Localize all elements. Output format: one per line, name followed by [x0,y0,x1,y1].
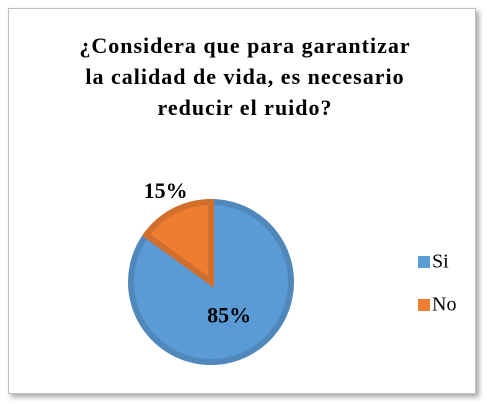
legend-label: No [432,294,456,316]
legend-swatch [418,299,430,311]
data-label: 85% [207,303,251,328]
pie-slice [142,198,214,288]
chart-title: ¿Considera que para garantizar la calida… [79,33,411,120]
legend-swatch [418,256,430,268]
data-label: 15% [144,178,188,203]
legend-label: Si [432,251,449,273]
